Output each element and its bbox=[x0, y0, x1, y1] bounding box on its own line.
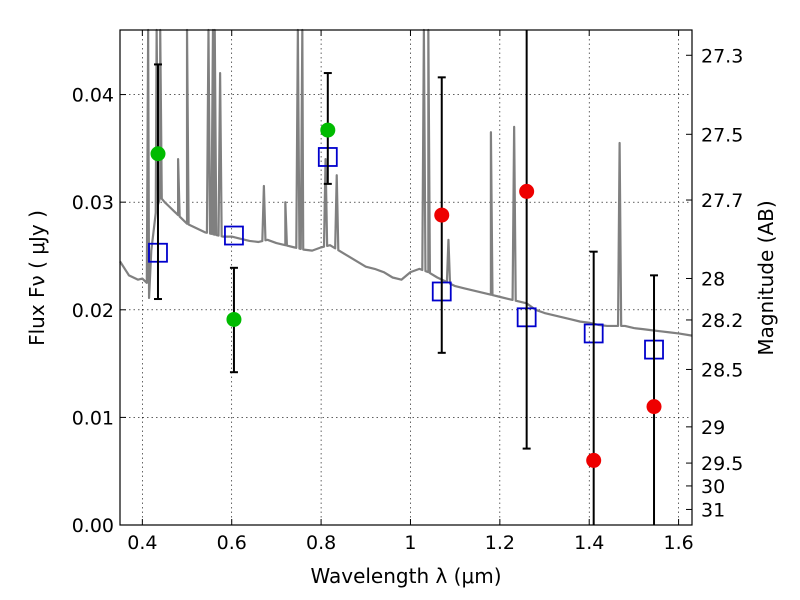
axes-box bbox=[119, 29, 693, 526]
right-tick-label: 29.5 bbox=[701, 453, 743, 475]
grid-lines bbox=[120, 30, 692, 525]
right-axis-label: Magnitude (AB) bbox=[754, 200, 778, 355]
right-tick-label: 28 bbox=[701, 268, 725, 290]
plot-frame bbox=[119, 29, 693, 526]
right-tick-label: 28.2 bbox=[701, 310, 743, 332]
spectrum-line bbox=[119, 28, 693, 337]
right-tick-label: 27.5 bbox=[701, 124, 743, 146]
x-tick-label: 1.2 bbox=[485, 532, 515, 554]
x-tick-label: 1.4 bbox=[574, 532, 604, 554]
x-axis-ticks: 0.4 0.6 0.8 1 1.2 1.4 1.6 bbox=[127, 30, 694, 554]
y-axis-ticks: 0.00 0.01 0.02 0.03 0.04 bbox=[72, 85, 126, 537]
right-tick-label: 27.3 bbox=[701, 45, 743, 67]
red-flux-point bbox=[646, 399, 662, 415]
y-tick-label: 0.03 bbox=[72, 192, 114, 214]
x-tick-label: 1 bbox=[404, 532, 416, 554]
right-tick-label: 28.5 bbox=[701, 359, 743, 381]
y-tick-label: 0.02 bbox=[72, 300, 114, 322]
red-flux-point bbox=[586, 452, 602, 468]
right-tick-label: 31 bbox=[701, 499, 725, 521]
green-flux-point bbox=[150, 146, 166, 162]
model-square-point bbox=[224, 225, 244, 246]
x-tick-label: 1.6 bbox=[663, 532, 693, 554]
x-tick-label: 0.4 bbox=[127, 532, 157, 554]
y-axis-label: Flux Fν ( μJy ) bbox=[25, 210, 49, 346]
right-tick-label: 30 bbox=[701, 476, 725, 498]
spectrum-series bbox=[119, 28, 693, 337]
green-flux-point bbox=[226, 311, 242, 327]
green-flux-point bbox=[320, 122, 336, 138]
y-tick-label: 0.00 bbox=[72, 515, 114, 537]
red-flux-point bbox=[519, 183, 535, 199]
y-tick-label: 0.04 bbox=[72, 85, 114, 107]
x-tick-label: 0.6 bbox=[217, 532, 247, 554]
right-tick-label: 27.7 bbox=[701, 190, 743, 212]
red-flux-point bbox=[434, 207, 450, 223]
right-tick-label: 29 bbox=[701, 417, 725, 439]
x-tick-label: 0.8 bbox=[306, 532, 336, 554]
x-axis-label: Wavelength λ (μm) bbox=[310, 564, 501, 588]
y-tick-label: 0.01 bbox=[72, 407, 114, 429]
photometry-points bbox=[148, 30, 664, 525]
